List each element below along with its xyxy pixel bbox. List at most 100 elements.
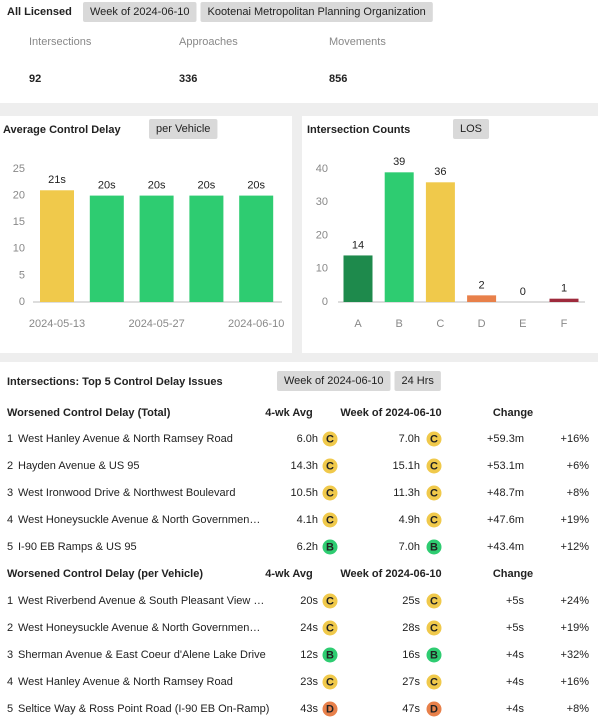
column-header: Week of 2024-06-10: [340, 568, 441, 580]
section-title: Intersections: Top 5 Control Delay Issue…: [7, 376, 223, 388]
change-percent: +32%: [561, 649, 590, 661]
avg-value: 43s: [300, 703, 318, 715]
kpi-label: Movements: [329, 36, 386, 48]
bar: [467, 295, 497, 302]
x-tick-label: 2024-05-27: [128, 318, 184, 330]
intersection-name[interactable]: Hayden Avenue & US 95: [18, 460, 140, 472]
grade-badge: [426, 485, 442, 501]
change-value: +5s: [506, 595, 525, 607]
grade-letter: C: [326, 622, 334, 634]
grade-letter: C: [326, 460, 334, 472]
kpi-label: Approaches: [179, 36, 238, 48]
bar: [89, 195, 124, 302]
x-tick-label: F: [561, 318, 568, 330]
rank: 2: [7, 460, 13, 472]
filter-chip-label: Kootenai Metropolitan Planning Organizat…: [207, 6, 425, 18]
x-tick-label: C: [436, 318, 444, 330]
grade-letter: C: [430, 487, 438, 499]
data-label: 1: [561, 283, 567, 295]
y-tick-label: 25: [13, 163, 25, 175]
rank: 5: [7, 703, 13, 715]
grade-letter: C: [430, 433, 438, 445]
filter-chip[interactable]: [83, 2, 197, 22]
grade-badge: [426, 512, 442, 528]
y-tick-label: 40: [316, 163, 328, 175]
change-value: +4s: [506, 703, 525, 715]
bar: [40, 190, 74, 302]
grade-letter: B: [326, 541, 334, 553]
intersection-name[interactable]: I-90 EB Ramps & US 95: [18, 541, 137, 553]
filter-chip-label: LOS: [460, 123, 482, 135]
y-tick-label: 20: [13, 190, 25, 202]
grade-letter: C: [326, 514, 334, 526]
data-label: 20s: [247, 180, 265, 192]
chart-title: Average Control Delay: [3, 124, 121, 136]
filter-chip-label: 24 Hrs: [401, 375, 434, 387]
y-tick-label: 30: [316, 196, 328, 208]
rank: 5: [7, 541, 13, 553]
change-percent: +24%: [561, 595, 590, 607]
x-tick-label: D: [478, 318, 486, 330]
week-value: 28s: [402, 622, 420, 634]
data-label: 20s: [98, 180, 116, 192]
grade-letter: C: [326, 595, 334, 607]
change-value: +47.6m: [487, 514, 524, 526]
column-header: Worsened Control Delay (per Vehicle): [7, 568, 203, 580]
kpi-value: 856: [329, 73, 347, 85]
column-header: Worsened Control Delay (Total): [7, 407, 171, 419]
avg-value: 6.2h: [297, 541, 318, 553]
data-label: 20s: [148, 180, 166, 192]
week-value: 11.3h: [393, 487, 420, 499]
intersection-name[interactable]: Seltice Way & Ross Point Road (I-90 EB O…: [18, 703, 269, 715]
change-value: +43.4m: [487, 541, 524, 553]
grade-badge: [322, 620, 338, 636]
grade-badge: [322, 674, 338, 690]
column-header: Week of 2024-06-10: [340, 407, 441, 419]
week-value: 16s: [402, 649, 420, 661]
grade-letter: C: [326, 487, 334, 499]
data-label: 36: [434, 166, 446, 178]
rank: 3: [7, 649, 13, 661]
chart-title: Intersection Counts: [307, 124, 410, 136]
filter-chip[interactable]: [453, 119, 490, 139]
rank: 4: [7, 676, 13, 688]
rank: 1: [7, 433, 13, 445]
bar: [425, 182, 455, 302]
kpi-value: 336: [179, 73, 197, 85]
grade-letter: C: [326, 433, 334, 445]
week-value: 4.9h: [399, 514, 420, 526]
filter-chip[interactable]: [149, 119, 218, 139]
week-value: 27s: [402, 676, 420, 688]
intersection-name[interactable]: West Hanley Avenue & North Ramsey Road: [18, 676, 233, 688]
filter-chip[interactable]: [277, 371, 391, 391]
intersection-name[interactable]: West Hanley Avenue & North Ramsey Road: [18, 433, 233, 445]
change-percent: +16%: [561, 676, 590, 688]
grade-letter: D: [326, 703, 334, 715]
grade-badge: [426, 539, 442, 555]
intersection-name[interactable]: West Honeysuckle Avenue & North Governme…: [18, 514, 260, 526]
intersection-name[interactable]: West Riverbend Avenue & South Pleasant V…: [18, 595, 264, 607]
y-tick-label: 10: [13, 243, 25, 255]
change-percent: +19%: [561, 514, 590, 526]
grade-badge: [426, 647, 442, 663]
intersection-name[interactable]: Sherman Avenue & East Coeur d'Alene Lake…: [18, 649, 266, 661]
x-tick-label: B: [396, 318, 403, 330]
filter-chip[interactable]: [200, 2, 433, 22]
avg-value: 20s: [300, 595, 318, 607]
grade-badge: [426, 620, 442, 636]
grade-letter: B: [430, 649, 438, 661]
y-tick-label: 0: [322, 296, 328, 308]
intersection-name[interactable]: West Ironwood Drive & Northwest Boulevar…: [18, 487, 235, 499]
filter-chip[interactable]: [394, 371, 441, 391]
intersection-name[interactable]: West Honeysuckle Avenue & North Governme…: [18, 622, 260, 634]
rank: 2: [7, 622, 13, 634]
y-tick-label: 0: [19, 296, 25, 308]
y-tick-label: 20: [316, 229, 328, 241]
change-percent: +8%: [567, 703, 590, 715]
y-tick-label: 10: [316, 263, 328, 275]
filter-chip-label: Week of 2024-06-10: [90, 6, 189, 18]
change-value: +4s: [506, 649, 525, 661]
avg-value: 14.3h: [290, 460, 318, 472]
grade-letter: C: [326, 676, 334, 688]
